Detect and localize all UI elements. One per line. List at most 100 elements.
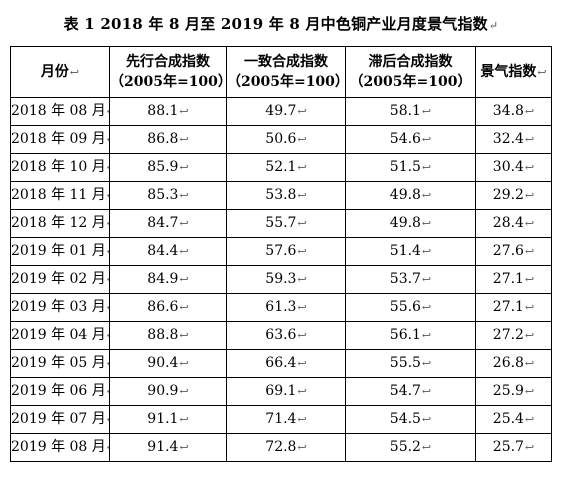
cell-mark: ↩: [179, 189, 189, 202]
cell-mark: ↩: [297, 273, 307, 286]
climate-index-cell: 34.8↩: [475, 97, 552, 126]
table-row: 2019 年 05 月↩90.4↩66.4↩55.5↩26.8↩: [10, 349, 552, 378]
cell-mark: ↩: [297, 105, 307, 118]
coincident-index-cell: 57.6↩: [226, 237, 346, 266]
cell-mark: ↩: [107, 301, 109, 314]
cell-mark: ↩: [421, 133, 432, 146]
cell-mark: ↩: [107, 385, 109, 398]
climate-index-cell: 30.4↩: [475, 153, 552, 182]
lagging-value: 51.4: [389, 243, 421, 259]
lagging-index-cell: 56.1↩: [345, 321, 476, 350]
cell-mark: ↩: [421, 273, 432, 286]
lagging-value: 55.6: [389, 299, 421, 315]
coincident-value: 63.6: [265, 327, 297, 343]
leading-value: 86.6: [147, 299, 179, 315]
cell-mark: ↩: [179, 329, 189, 342]
climate-index-cell: 25.9↩: [475, 377, 552, 406]
table-row: 2018 年 09 月↩86.8↩50.6↩54.6↩32.4↩: [10, 125, 552, 154]
lagging-value: 56.1: [389, 327, 421, 343]
table-header-row: 月份↩ 先行合成指数 （2005年=100） 一致合成指数 （2005年=100…: [10, 46, 552, 98]
cell-mark: ↩: [421, 217, 432, 230]
leading-index-cell: 91.1↩: [109, 405, 227, 434]
month-label: 2019 年 01 月: [11, 243, 106, 259]
cell-mark: ↩: [421, 161, 432, 174]
month-label: 2018 年 11 月: [11, 187, 106, 203]
lagging-index-cell: 49.8↩: [345, 209, 476, 238]
cell-mark: ↩: [297, 385, 307, 398]
coincident-index-cell: 63.6↩: [226, 321, 346, 350]
cell-mark: ↩: [524, 301, 535, 314]
leading-value: 85.3: [147, 187, 179, 203]
cell-mark: ↩: [107, 329, 109, 342]
cell-mark: ↩: [107, 245, 109, 258]
leading-index-cell: 85.3↩: [109, 181, 227, 210]
coincident-value: 59.3: [265, 271, 297, 287]
lagging-value: 55.5: [389, 355, 421, 371]
cell-mark: ↩: [107, 357, 109, 370]
climate-index-cell: 25.4↩: [475, 405, 552, 434]
leading-value: 85.9: [147, 159, 179, 175]
cell-mark: ↩: [421, 245, 432, 258]
lagging-index-cell: 58.1↩: [345, 97, 476, 126]
lagging-index-cell: 49.8↩: [345, 181, 476, 210]
coincident-index-cell: 61.3↩: [226, 293, 346, 322]
table-row: 2018 年 12 月↩84.7↩55.7↩49.8↩28.4↩: [10, 209, 552, 238]
lagging-index-cell: 51.4↩: [345, 237, 476, 266]
coincident-index-cell: 53.8↩: [226, 181, 346, 210]
leading-value: 91.1: [147, 411, 179, 427]
cell-mark: ↩: [179, 161, 189, 174]
leading-value: 88.8: [147, 327, 179, 343]
climate-index-cell: 28.4↩: [475, 209, 552, 238]
month-label: 2018 年 08 月: [11, 103, 106, 119]
table-body: 2018 年 08 月↩88.1↩49.7↩58.1↩34.8↩2018 年 0…: [10, 97, 552, 462]
month-cell: 2018 年 10 月↩: [10, 153, 110, 182]
lagging-value: 54.6: [389, 131, 421, 147]
cell-mark: ↩: [537, 65, 547, 79]
cell-mark: ↩: [107, 273, 109, 286]
leading-index-cell: 91.4↩: [109, 433, 227, 462]
climate-value: 25.4: [492, 411, 524, 427]
leading-value: 91.4: [147, 439, 179, 455]
cell-mark: ↩: [421, 329, 432, 342]
climate-value: 27.6: [492, 243, 524, 259]
month-cell: 2019 年 07 月↩: [10, 405, 110, 434]
cell-mark: ↩: [524, 413, 535, 426]
climate-value: 26.8: [492, 355, 524, 371]
coincident-index-cell: 66.4↩: [226, 349, 346, 378]
header-coincident-label: 一致合成指数: [244, 54, 328, 70]
climate-value: 27.2: [492, 327, 524, 343]
cell-mark: ↩: [179, 245, 189, 258]
cell-mark: ↩: [524, 133, 535, 146]
paragraph-mark: ↵: [488, 19, 499, 32]
coincident-value: 66.4: [265, 355, 297, 371]
cell-mark: ↩: [107, 133, 109, 146]
lagging-value: 54.7: [389, 383, 421, 399]
header-climate-index: 景气指数↩: [475, 46, 552, 98]
cell-mark: ↩: [524, 245, 535, 258]
climate-value: 32.4: [492, 131, 524, 147]
lagging-value: 55.2: [389, 439, 421, 455]
month-label: 2019 年 03 月: [11, 299, 106, 315]
coincident-index-cell: 59.3↩: [226, 265, 346, 294]
month-label: 2019 年 06 月: [11, 383, 106, 399]
lagging-index-cell: 54.5↩: [345, 405, 476, 434]
cell-mark: ↩: [524, 385, 535, 398]
coincident-value: 50.6: [265, 131, 297, 147]
header-lagging-label: 滞后合成指数: [368, 54, 453, 70]
climate-value: 29.2: [492, 187, 524, 203]
cell-mark: ↩: [179, 301, 189, 314]
leading-value: 86.8: [147, 131, 179, 147]
climate-value: 34.8: [492, 103, 524, 119]
header-month-label: 月份: [40, 63, 69, 80]
cell-mark: ↩: [524, 105, 535, 118]
month-cell: 2018 年 11 月↩: [10, 181, 110, 210]
cell-mark: ↩: [179, 413, 189, 426]
cell-mark: ↩: [524, 189, 535, 202]
cell-mark: ↩: [297, 189, 307, 202]
leading-value: 88.1: [147, 103, 179, 119]
coincident-value: 57.6: [265, 243, 297, 259]
climate-value: 27.1: [492, 271, 524, 287]
header-coincident-index: 一致合成指数 （2005年=100）: [226, 46, 346, 98]
month-label: 2019 年 05 月: [11, 355, 106, 371]
cell-mark: ↩: [179, 357, 189, 370]
